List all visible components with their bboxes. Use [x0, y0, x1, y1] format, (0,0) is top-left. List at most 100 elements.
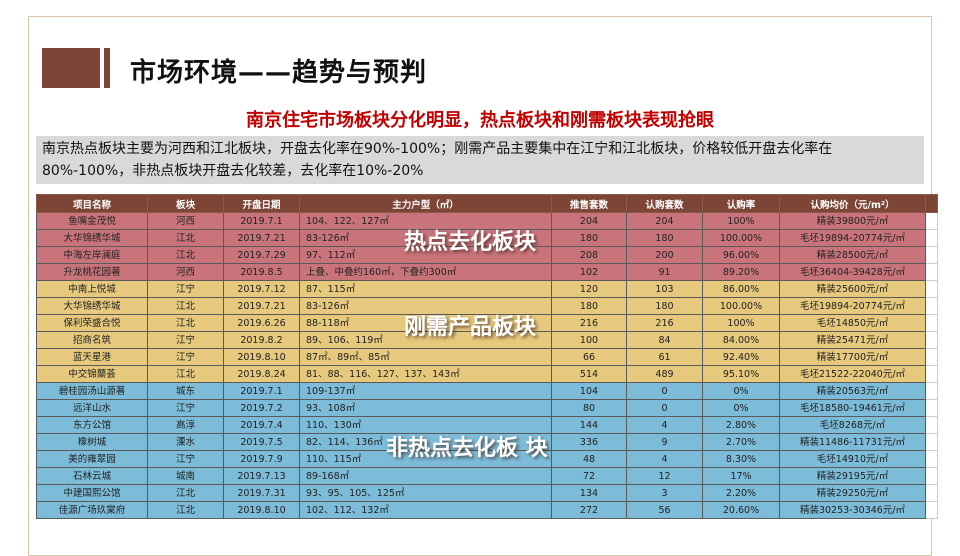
table-cell: 毛坯18580-19461元/㎡ [779, 399, 926, 417]
table-cell: 中南上悦城 [36, 280, 148, 298]
table-cell: 江宁 [147, 348, 224, 366]
table-cell: 89-168㎡ [299, 467, 552, 485]
column-header: 板块 [147, 194, 224, 213]
table-cell: 100% [702, 314, 780, 332]
table-cell: 精装28500元/㎡ [779, 246, 926, 264]
table-cell: 2019.7.1 [223, 382, 300, 400]
table-cell: 100.00% [702, 229, 780, 247]
table-cell: 毛坯8268元/㎡ [779, 416, 926, 434]
table-cell: 精装20563元/㎡ [779, 382, 926, 400]
project-table: 项目名称 板块 开盘日期 主力户型（㎡） 推售套数 认购套数 认购率 认购均价（元/m²） 鱼… [36, 194, 938, 519]
table-row: 中建国熙公馆 江北 2019.7.31 93、95、105、125㎡ 134 3 2.20%… [36, 484, 938, 502]
table-cell: 精装39800元/㎡ [779, 212, 926, 230]
table-cell: 89.20% [702, 263, 780, 281]
table-cell: 精装25600元/㎡ [779, 280, 926, 298]
table-cell: 95.10% [702, 365, 780, 383]
table-cell: 204 [626, 212, 703, 230]
table-cell: 精装29195元/㎡ [779, 467, 926, 485]
table-cell: 远洋山水 [36, 399, 148, 417]
table-cell: 精装17700元/㎡ [779, 348, 926, 366]
table-cell: 美的雍翠园 [36, 450, 148, 468]
table-cell: 216 [551, 314, 627, 332]
table-cell: 精装30253-30346元/㎡ [779, 501, 926, 519]
page-title: 市场环境——趋势与预判 [130, 58, 428, 88]
header-filler [925, 194, 938, 213]
table-row: 鱼嘴金茂悦 河西 2019.7.1 104、122、127㎡ 204 204 100% 精装3… [36, 212, 938, 230]
column-header: 认购套数 [626, 194, 703, 213]
table-cell: 66 [551, 348, 627, 366]
table-cell: 江北 [147, 297, 224, 315]
table-cell: 毛坯21522-22040元/㎡ [779, 365, 926, 383]
table-row: 美的雍翠园 江宁 2019.7.9 110、115㎡ 48 4 8.30% 毛坯14910元/… [36, 450, 938, 468]
table-cell: 江北 [147, 501, 224, 519]
title-decoration-bar [104, 48, 110, 88]
table-cell: 2.80% [702, 416, 780, 434]
table-cell: 毛坯19894-20774元/㎡ [779, 229, 926, 247]
grid-filler [925, 297, 938, 315]
table-cell: 2019.8.10 [223, 348, 300, 366]
table-cell: 102、112、132㎡ [299, 501, 552, 519]
overlay-cold-label: 非热点去化板 块 [386, 436, 548, 461]
table-cell: 江北 [147, 246, 224, 264]
table-cell: 82、114、136㎡ [299, 433, 552, 451]
table-cell: 升龙桃花园著 [36, 263, 148, 281]
table-cell: 城东 [147, 382, 224, 400]
table-cell: 中海左岸澜庭 [36, 246, 148, 264]
table-cell: 江宁 [147, 450, 224, 468]
table-cell: 保利荣盛合悦 [36, 314, 148, 332]
table-cell: 100.00% [702, 297, 780, 315]
table-cell: 204 [551, 212, 627, 230]
column-header: 项目名称 [36, 194, 148, 213]
table-row: 中交锦蘭荟 江北 2019.8.24 81、88、116、127、137、143㎡ 51… [36, 365, 938, 383]
table-cell: 2019.7.2 [223, 399, 300, 417]
table-header: 项目名称 板块 开盘日期 主力户型（㎡） 推售套数 认购套数 认购率 认购均价（元/m²） [36, 194, 938, 213]
table-cell: 2019.7.21 [223, 229, 300, 247]
title-decoration-square [42, 48, 100, 88]
table-row: 远洋山水 江宁 2019.7.2 93、108㎡ 80 0 0% 毛坯18580-19461元… [36, 399, 938, 417]
table-cell: 12 [626, 467, 703, 485]
table-cell: 103 [626, 280, 703, 298]
table-cell: 83-126㎡ [299, 297, 552, 315]
grid-filler [925, 280, 938, 298]
table-cell: 80 [551, 399, 627, 417]
table-cell: 489 [626, 365, 703, 383]
table-cell: 336 [551, 433, 627, 451]
grid-filler [925, 246, 938, 264]
table-cell: 104、122、127㎡ [299, 212, 552, 230]
table-cell: 48 [551, 450, 627, 468]
table-cell: 碧桂园汤山源著 [36, 382, 148, 400]
table-row: 石林云城 城南 2019.7.13 89-168㎡ 72 12 17% 精装29195元/㎡ [36, 467, 938, 485]
table-cell: 180 [551, 297, 627, 315]
table-cell: 2019.8.24 [223, 365, 300, 383]
table-cell: 87㎡、89㎡、85㎡ [299, 348, 552, 366]
table-cell: 84.00% [702, 331, 780, 349]
table-cell: 0 [626, 382, 703, 400]
table-cell: 河西 [147, 263, 224, 281]
grid-filler [925, 348, 938, 366]
table-cell: 精装25471元/㎡ [779, 331, 926, 349]
table-cell: 河西 [147, 212, 224, 230]
table-cell: 272 [551, 501, 627, 519]
grid-filler [925, 399, 938, 417]
table-cell: 2019.7.21 [223, 297, 300, 315]
table-cell: 精装11486-11731元/㎡ [779, 433, 926, 451]
table-row: 蓝天星港 江宁 2019.8.10 87㎡、89㎡、85㎡ 66 61 92.40% 精装17… [36, 348, 938, 366]
table-cell: 江宁 [147, 399, 224, 417]
description-box: 南京热点板块主要为河西和江北板块，开盘去化率在90%-100%；刚需产品主要集中… [36, 136, 924, 184]
table-cell: 毛坯14850元/㎡ [779, 314, 926, 332]
table-cell: 104 [551, 382, 627, 400]
table-cell: 2019.8.5 [223, 263, 300, 281]
table-cell: 93、108㎡ [299, 399, 552, 417]
table-cell: 8.30% [702, 450, 780, 468]
grid-filler [925, 212, 938, 230]
table-cell: 92.40% [702, 348, 780, 366]
table-cell: 17% [702, 467, 780, 485]
table-cell: 橡树城 [36, 433, 148, 451]
table-cell: 100 [551, 331, 627, 349]
table-cell: 江北 [147, 365, 224, 383]
table-cell: 2019.7.4 [223, 416, 300, 434]
table-cell: 87、115㎡ [299, 280, 552, 298]
table-cell: 100% [702, 212, 780, 230]
column-header: 推售套数 [551, 194, 627, 213]
table-cell: 大华锦绣华城 [36, 297, 148, 315]
